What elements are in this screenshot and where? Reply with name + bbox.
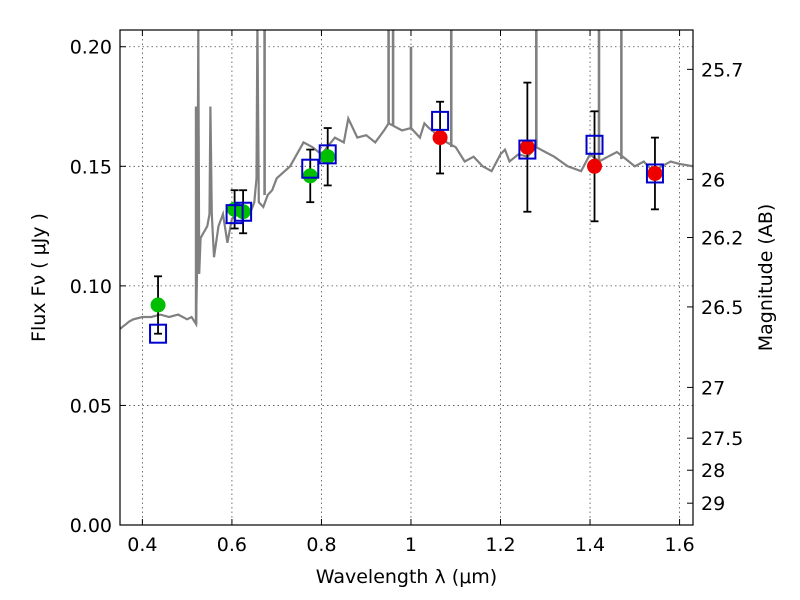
grid-layer xyxy=(120,30,693,525)
model-square xyxy=(301,158,320,179)
right-tick-label: 27.5 xyxy=(701,428,743,450)
data-point xyxy=(519,139,535,155)
y-tick-label: 0.20 xyxy=(70,37,112,59)
right-tick-label: 29 xyxy=(701,493,725,515)
model-square xyxy=(518,139,537,160)
model-square xyxy=(234,201,253,222)
model-spectrum-line xyxy=(120,30,693,330)
tick-layer: 0.4 0.6 0.8 1 1.2 1.4 1.6 0.00 0.05 0.10 0.15 0.20 2… xyxy=(70,30,743,556)
right-tick-label: 25.7 xyxy=(701,59,743,81)
y-tick-label: 0.15 xyxy=(70,156,112,178)
x-axis-title: Wavelength λ (μm) xyxy=(316,566,497,588)
model-square xyxy=(645,163,664,184)
y-tick-label: 0.05 xyxy=(70,395,112,417)
data-point xyxy=(647,165,663,181)
data-point xyxy=(587,158,603,174)
data-point xyxy=(432,130,448,146)
right-axis-title: Magnitude (AB) xyxy=(755,204,777,352)
x-tick-label: 0.8 xyxy=(306,534,336,556)
model-square xyxy=(149,323,168,344)
x-tick-label: 1.6 xyxy=(664,534,694,556)
x-tick-label: 1.4 xyxy=(575,534,605,556)
point-layer xyxy=(149,110,664,344)
data-point xyxy=(150,297,166,313)
x-tick-label: 0.6 xyxy=(217,534,247,556)
plot-frame xyxy=(119,29,694,526)
x-tick-label: 0.4 xyxy=(127,534,157,556)
y-axis-title: Flux Fν ( μJy ) xyxy=(28,213,50,342)
right-tick-label: 28 xyxy=(701,460,725,482)
data-point xyxy=(320,149,336,165)
model-square xyxy=(585,134,604,155)
model-square xyxy=(318,144,337,165)
x-tick-label: 1.2 xyxy=(485,534,515,556)
right-tick-label: 26 xyxy=(701,169,725,191)
x-tick-label: 1 xyxy=(405,534,417,556)
y-tick-label: 0.10 xyxy=(70,276,112,298)
spectrum-layer xyxy=(120,30,693,330)
right-tick-label: 26.5 xyxy=(701,297,743,319)
right-tick-label: 26.2 xyxy=(701,228,743,250)
y-tick-label: 0.00 xyxy=(70,515,112,537)
right-tick-label: 27 xyxy=(701,377,725,399)
model-square xyxy=(431,110,450,131)
data-point xyxy=(302,168,318,184)
